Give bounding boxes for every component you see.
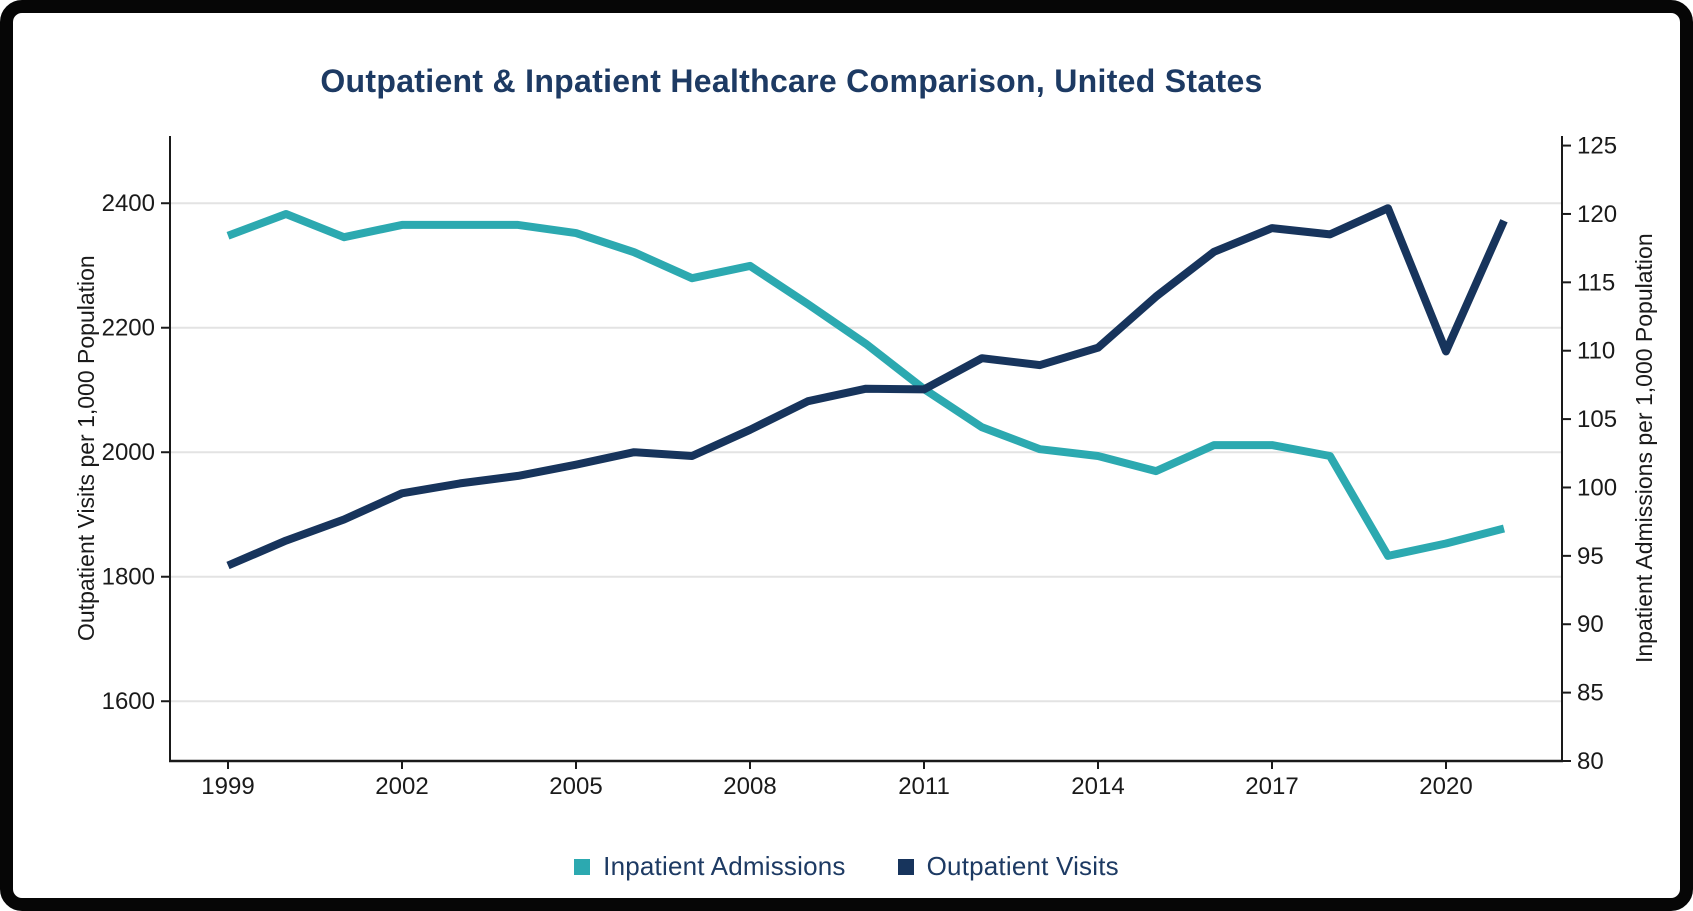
right-tick-label: 110 <box>1577 338 1615 365</box>
legend-label: Outpatient Visits <box>926 851 1119 881</box>
x-tick-label: 2008 <box>723 773 776 800</box>
right-tick-label: 105 <box>1577 406 1617 433</box>
x-tick-label: 2005 <box>549 773 602 800</box>
right-tick-label: 90 <box>1577 611 1604 638</box>
legend-item-inpatient-admissions: Inpatient Admissions <box>574 851 845 882</box>
plot-svg: 2400 2200 2000 1800 1600 125 120 115 110 105 100 95… <box>102 133 1617 800</box>
left-tick-label: 2000 <box>102 439 155 466</box>
x-tick-label: 1999 <box>201 773 254 800</box>
right-tick-label: 100 <box>1577 474 1617 501</box>
outpatient-visits-swatch-icon <box>897 858 914 875</box>
right-tick-label: 120 <box>1577 201 1617 228</box>
x-tick-label: 2017 <box>1245 773 1298 800</box>
series-line-inpatient-admissions <box>226 210 1506 560</box>
chart-title: Outpatient & Inpatient Healthcare Compar… <box>320 63 1263 99</box>
right-tick-label: 80 <box>1577 748 1604 775</box>
right-tick-label: 85 <box>1577 680 1604 707</box>
x-tick-label: 2020 <box>1419 773 1472 800</box>
x-tick-label: 2002 <box>375 773 428 800</box>
right-tick-label: 115 <box>1577 269 1615 296</box>
legend-label: Inpatient Admissions <box>603 851 846 881</box>
left-tick-label: 2400 <box>102 190 155 217</box>
inpatient-admissions-swatch-icon <box>574 858 591 875</box>
left-tick-label: 1800 <box>102 564 155 591</box>
x-tick-label: 2014 <box>1071 773 1124 800</box>
x-tick-label: 2011 <box>898 773 950 800</box>
left-tick-label: 1600 <box>102 688 155 715</box>
right-tick-label: 95 <box>1577 543 1604 570</box>
legend-item-outpatient-visits: Outpatient Visits <box>897 851 1119 882</box>
legend: Inpatient Admissions Outpatient Visits <box>13 851 1680 882</box>
left-tick-label: 2200 <box>102 315 155 342</box>
right-tick-label: 125 <box>1577 133 1617 160</box>
series-line-outpatient-visits <box>226 204 1508 570</box>
